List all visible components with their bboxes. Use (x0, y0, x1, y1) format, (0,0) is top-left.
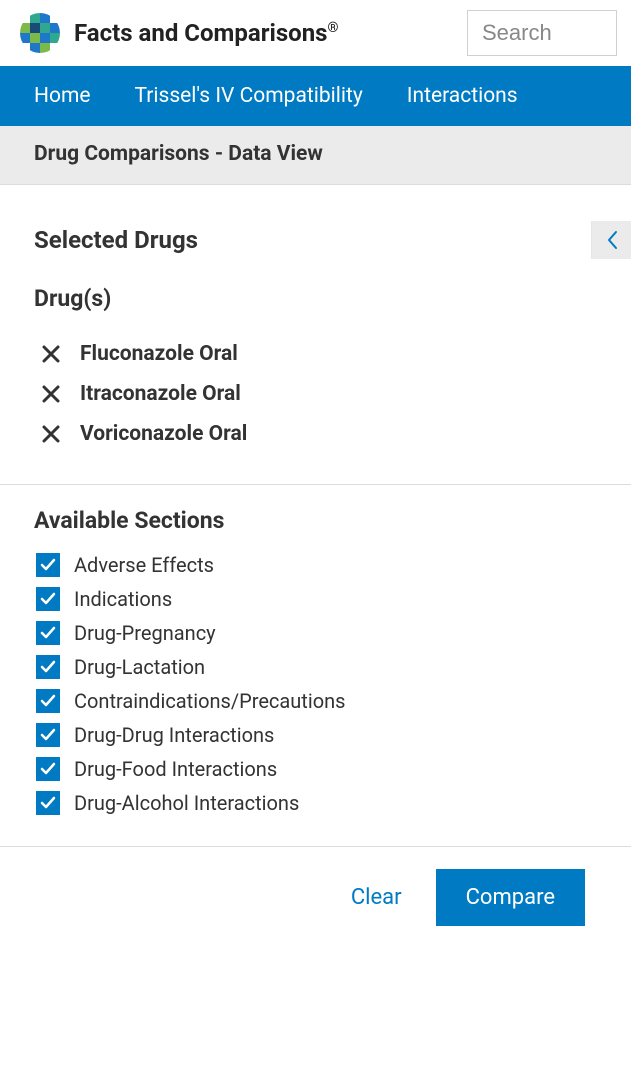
check-icon (40, 626, 56, 640)
drugs-block: Drug(s) Fluconazole Oral Itraconazole Or… (0, 285, 631, 478)
brand-title: Facts and Comparisons® (74, 19, 339, 47)
search-box (467, 10, 617, 56)
close-icon (40, 383, 62, 405)
search-input[interactable] (467, 10, 617, 56)
section-label: Indications (74, 587, 172, 611)
section-row: Indications (34, 582, 597, 616)
check-icon (40, 558, 56, 572)
section-row: Drug-Drug Interactions (34, 718, 597, 752)
nav-interactions[interactable]: Interactions (385, 66, 540, 126)
actions-bar: Clear Compare (0, 846, 631, 952)
content-panel: Selected Drugs Drug(s) Fluconazole Oral … (0, 185, 631, 952)
brand-title-text: Facts and Comparisons (74, 19, 328, 47)
drug-row: Fluconazole Oral (34, 334, 597, 374)
section-row: Drug-Pregnancy (34, 616, 597, 650)
section-label: Drug-Food Interactions (74, 757, 277, 781)
section-checkbox[interactable] (36, 723, 60, 747)
section-checkbox[interactable] (36, 655, 60, 679)
drug-name: Fluconazole Oral (80, 342, 238, 366)
collapse-button[interactable] (591, 221, 631, 259)
section-row: Contraindications/Precautions (34, 684, 597, 718)
sections-block: Available Sections Adverse Effects Indic… (0, 485, 631, 846)
check-icon (40, 660, 56, 674)
registered-mark: ® (328, 20, 339, 36)
drug-row: Itraconazole Oral (34, 374, 597, 414)
section-row: Drug-Lactation (34, 650, 597, 684)
section-checkbox[interactable] (36, 757, 60, 781)
drug-name: Itraconazole Oral (80, 382, 241, 406)
section-label: Drug-Lactation (74, 655, 205, 679)
nav-trissels[interactable]: Trissel's IV Compatibility (113, 66, 385, 126)
clear-button[interactable]: Clear (351, 885, 402, 910)
brand: Facts and Comparisons® (20, 13, 339, 53)
navbar: Home Trissel's IV Compatibility Interact… (0, 66, 631, 126)
section-checkbox[interactable] (36, 791, 60, 815)
section-label: Adverse Effects (74, 553, 214, 577)
logo-icon (20, 13, 60, 53)
remove-drug-button[interactable] (40, 423, 62, 445)
section-label: Contraindications/Precautions (74, 689, 345, 713)
section-checkbox[interactable] (36, 689, 60, 713)
check-icon (40, 796, 56, 810)
drugs-heading: Drug(s) (34, 285, 597, 312)
remove-drug-button[interactable] (40, 383, 62, 405)
check-icon (40, 694, 56, 708)
section-checkbox[interactable] (36, 621, 60, 645)
drug-name: Voriconazole Oral (80, 422, 247, 446)
subheader: Drug Comparisons - Data View (0, 126, 631, 185)
sections-heading: Available Sections (34, 507, 597, 534)
section-label: Drug-Drug Interactions (74, 723, 274, 747)
section-checkbox[interactable] (36, 587, 60, 611)
section-label: Drug-Alcohol Interactions (74, 791, 299, 815)
section-row: Adverse Effects (34, 548, 597, 582)
check-icon (40, 592, 56, 606)
panel-header: Selected Drugs (0, 185, 631, 285)
close-icon (40, 343, 62, 365)
section-row: Drug-Alcohol Interactions (34, 786, 597, 820)
section-checkbox[interactable] (36, 553, 60, 577)
compare-button[interactable]: Compare (436, 869, 585, 926)
check-icon (40, 728, 56, 742)
panel-title: Selected Drugs (34, 226, 198, 254)
check-icon (40, 762, 56, 776)
remove-drug-button[interactable] (40, 343, 62, 365)
section-label: Drug-Pregnancy (74, 621, 216, 645)
chevron-left-icon (606, 230, 618, 250)
nav-home[interactable]: Home (12, 66, 113, 126)
close-icon (40, 423, 62, 445)
drug-row: Voriconazole Oral (34, 414, 597, 454)
section-row: Drug-Food Interactions (34, 752, 597, 786)
header: Facts and Comparisons® (0, 0, 631, 66)
